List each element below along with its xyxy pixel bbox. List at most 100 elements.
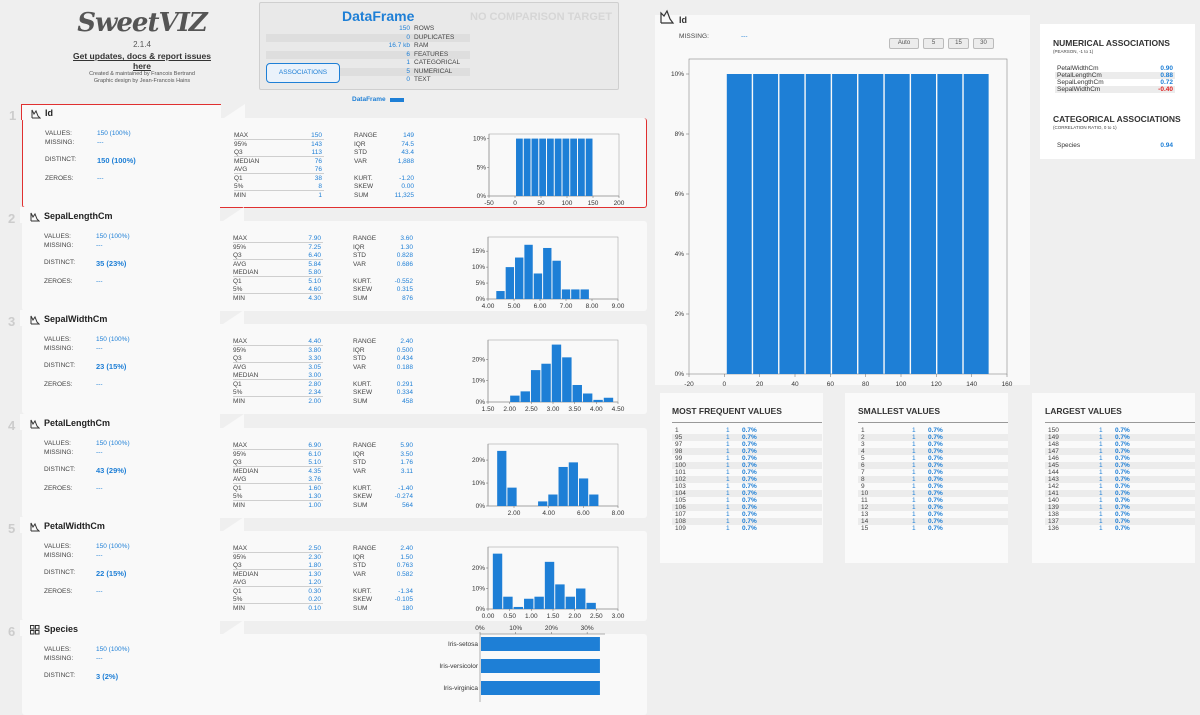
value-row: 143 1 0.7%	[1045, 476, 1195, 483]
bin-button[interactable]: 15	[948, 38, 969, 49]
value-cell: 149	[1048, 434, 1059, 441]
feature-card-tab-edge	[220, 207, 244, 223]
stat-label: SKEW	[353, 286, 373, 293]
value-row: 12 1 0.7%	[858, 504, 1008, 511]
bin-button[interactable]: 30	[973, 38, 994, 49]
bin-button[interactable]: Auto	[889, 38, 919, 49]
quantile-row: 95% 143	[234, 141, 324, 149]
feature-card[interactable]: 6 Species VALUES: 150 (100%) MISSING: --- DIST…	[8, 620, 647, 715]
value-row: 13 1 0.7%	[858, 511, 1008, 518]
x-tick-label: 10%	[509, 625, 522, 632]
feature-card[interactable]: 2 SepalLengthCm VALUES: 150 (100%) MISSING: -…	[8, 207, 647, 311]
summary-row: ZEROES: ---	[44, 588, 154, 596]
percent-cell: 0.7%	[928, 497, 943, 504]
summary-label: MISSING:	[44, 552, 74, 559]
quantile-value: 4.35	[308, 467, 321, 475]
quantile-row: MAX 150	[234, 132, 324, 140]
stat-row: VAR 0.582	[353, 571, 413, 579]
association-value: 0.88	[1160, 72, 1173, 79]
largest-values-title: LARGEST VALUES	[1045, 406, 1122, 416]
association-row: Species 0.94	[1055, 142, 1175, 149]
feature-card[interactable]: 1 Id VALUES: 150 (100%) MISSING: --- DISTINCT:…	[9, 104, 647, 208]
histogram-bar	[551, 344, 562, 402]
histogram-bar	[520, 391, 530, 402]
histogram-bar	[513, 606, 524, 609]
quantile-label: MIN	[233, 501, 245, 509]
x-tick-label: 40	[791, 381, 799, 388]
histogram-bar	[524, 598, 534, 609]
count-cell: 1	[1099, 476, 1103, 483]
count-cell: 1	[1099, 441, 1103, 448]
stat-row: KURT. -1.40	[353, 485, 413, 493]
quantile-label: 95%	[234, 140, 248, 148]
summary-label: MISSING:	[45, 139, 75, 146]
dataframe-stat-row: 150 ROWS	[266, 25, 470, 33]
feature-card[interactable]: 5 PetalWidthCm VALUES: 150 (100%) MISSING: --…	[8, 517, 647, 621]
quantile-row: MAX 4.40	[233, 338, 323, 346]
quantile-value: 2.30	[308, 553, 321, 561]
percent-cell: 0.7%	[928, 483, 943, 490]
feature-index: 3	[8, 314, 16, 329]
summary-row: MISSING: ---	[44, 449, 154, 457]
associations-button[interactable]: ASSOCIATIONS	[266, 63, 340, 83]
value-row: 138 1 0.7%	[1045, 511, 1195, 518]
divider	[1045, 422, 1195, 423]
stat-label: IQR	[353, 450, 365, 458]
histogram-bar	[578, 138, 585, 196]
quantile-label: AVG	[233, 260, 247, 268]
histogram-bar	[539, 138, 547, 196]
stat-row: VAR 0.188	[353, 364, 413, 372]
histogram-bar	[576, 588, 586, 609]
x-tick-label: 80	[862, 381, 870, 388]
y-tick-label: 0%	[476, 606, 486, 613]
stat-row: SUM 180	[353, 605, 413, 613]
quantile-label: 5%	[233, 286, 243, 293]
bin-button[interactable]: 5	[923, 38, 944, 49]
summary-label: DISTINCT:	[44, 259, 76, 266]
x-tick-label: 1.50	[482, 406, 495, 413]
feature-name: SepalWidthCm	[44, 314, 108, 324]
quantile-row: MIN 2.00	[233, 398, 323, 406]
count-cell: 1	[726, 441, 730, 448]
stat-label: RANGE	[353, 235, 377, 242]
count-cell: 1	[1099, 497, 1103, 504]
count-cell: 1	[1099, 455, 1103, 462]
value-cell: 150	[1048, 427, 1059, 434]
stat-label: STD	[353, 355, 366, 362]
histogram-icon	[30, 212, 40, 222]
histogram-bar	[565, 596, 576, 609]
percent-cell: 0.7%	[928, 504, 943, 511]
quantile-label: MAX	[233, 545, 248, 552]
y-tick-label: 6%	[675, 191, 685, 198]
dataframe-stat-value: 0	[406, 33, 410, 41]
stat-row: SUM 11,325	[354, 192, 414, 200]
stat-label: SKEW	[353, 389, 373, 396]
dataframe-stat-value: 5	[406, 67, 410, 75]
feature-card[interactable]: 4 PetalLengthCm VALUES: 150 (100%) MISSING: -…	[8, 414, 647, 518]
value-cell: 102	[675, 476, 686, 483]
histogram-bar	[805, 74, 831, 374]
value-row: 140 1 0.7%	[1045, 497, 1195, 504]
feature-card[interactable]: 3 SepalWidthCm VALUES: 150 (100%) MISSING: --…	[8, 310, 647, 414]
quantile-label: 95%	[233, 450, 247, 458]
count-cell: 1	[726, 511, 730, 518]
histogram-bar	[516, 138, 523, 196]
stat-row: SKEW -0.274	[353, 493, 413, 501]
y-tick-label: 2%	[675, 311, 685, 318]
value-cell: 144	[1048, 469, 1059, 476]
quantile-value: 150	[311, 132, 322, 139]
summary-row: MISSING: ---	[44, 655, 154, 663]
quantile-value: 76	[314, 157, 322, 165]
value-cell: 146	[1048, 455, 1059, 462]
association-feature: PetalLengthCm	[1057, 72, 1102, 79]
percent-cell: 0.7%	[742, 469, 757, 476]
value-cell: 138	[1048, 511, 1059, 518]
quantile-label: 5%	[234, 183, 244, 190]
y-tick-label: 20%	[472, 457, 485, 464]
x-tick-label: 3.00	[612, 613, 625, 620]
updates-link[interactable]: Get updates, docs & report issues here	[73, 51, 211, 71]
summary-label: ZEROES:	[44, 588, 73, 595]
value-cell: 148	[1048, 441, 1059, 448]
summary-row: VALUES: 150 (100%)	[44, 543, 154, 551]
percent-cell: 0.7%	[1115, 434, 1130, 441]
